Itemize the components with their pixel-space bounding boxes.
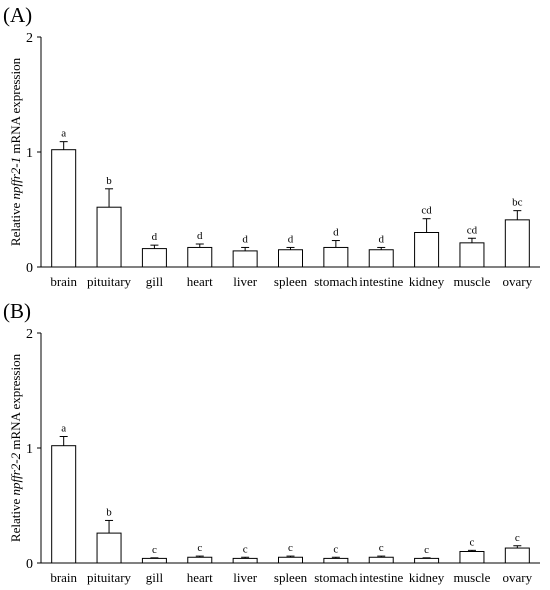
- x-tick-label: muscle: [454, 274, 491, 289]
- panel-label: (A): [3, 3, 32, 27]
- significance-label: c: [470, 536, 475, 548]
- x-tick-label: heart: [187, 570, 213, 585]
- y-tick-label: 0: [26, 557, 33, 572]
- y-axis-label-part: Relative: [8, 200, 23, 247]
- bar-brain: [51, 149, 77, 268]
- bar-liver: [232, 557, 258, 564]
- bar-kidney: [414, 557, 440, 564]
- significance-label: d: [242, 233, 248, 245]
- bar-brain: [51, 445, 77, 564]
- bar-pituitary: [96, 206, 122, 268]
- bar-gill: [141, 248, 167, 268]
- x-tick-label: brain: [50, 570, 77, 585]
- x-tick-label: brain: [50, 274, 77, 289]
- x-tick-label: gill: [146, 570, 164, 585]
- y-axis-label-part: npffr2-1: [8, 157, 23, 200]
- significance-label: c: [197, 542, 202, 554]
- y-tick-label: 0: [26, 261, 33, 276]
- y-axis-label-part: Relative: [8, 496, 23, 543]
- y-axis-label-part: mRNA expression: [8, 57, 23, 156]
- significance-label: a: [61, 423, 66, 435]
- bar-intestine: [368, 249, 394, 268]
- x-tick-label: muscle: [454, 570, 491, 585]
- bar-stomach: [323, 557, 349, 564]
- x-tick-label: pituitary: [87, 274, 132, 289]
- x-tick-label: spleen: [274, 274, 308, 289]
- significance-label: cd: [421, 205, 432, 217]
- significance-label: c: [152, 544, 157, 556]
- x-tick-label: stomach: [314, 274, 358, 289]
- y-axis-label-part: mRNA expression: [8, 353, 23, 452]
- x-tick-label: ovary: [503, 570, 533, 585]
- bar-pituitary: [96, 532, 122, 564]
- bar-spleen: [278, 556, 303, 564]
- x-tick-label: heart: [187, 274, 213, 289]
- y-tick-label: 2: [26, 31, 33, 46]
- significance-label: bc: [512, 197, 523, 209]
- significance-label: d: [288, 233, 294, 245]
- x-tick-label: kidney: [409, 274, 445, 289]
- x-tick-label: pituitary: [87, 570, 132, 585]
- x-tick-label: ovary: [503, 274, 533, 289]
- significance-label: d: [378, 233, 384, 245]
- significance-label: c: [243, 543, 248, 555]
- bar-stomach: [323, 246, 349, 268]
- bar-intestine: [368, 556, 394, 564]
- bar-heart: [187, 246, 213, 268]
- significance-label: c: [424, 544, 429, 556]
- bar-heart: [187, 556, 213, 564]
- bar-kidney: [414, 232, 440, 268]
- x-tick-label: kidney: [409, 570, 445, 585]
- y-tick-label: 1: [26, 442, 33, 457]
- significance-label: b: [106, 506, 112, 518]
- significance-label: c: [288, 542, 293, 554]
- bar-muscle: [459, 551, 485, 564]
- significance-label: c: [379, 542, 384, 554]
- significance-label: cd: [467, 224, 478, 236]
- significance-label: d: [333, 227, 339, 239]
- y-tick-label: 1: [26, 146, 33, 161]
- x-tick-label: intestine: [359, 274, 403, 289]
- y-axis-label: Relative npffr2-2 mRNA expression: [8, 353, 23, 542]
- x-tick-label: liver: [233, 274, 257, 289]
- x-tick-label: stomach: [314, 570, 358, 585]
- significance-label: d: [152, 231, 158, 243]
- bar-spleen: [278, 249, 303, 268]
- y-axis-label: Relative npffr2-1 mRNA expression: [8, 57, 23, 246]
- bar-gill: [141, 557, 167, 564]
- y-axis-label-part: npffr2-2: [8, 452, 23, 495]
- x-tick-label: spleen: [274, 570, 308, 585]
- bar-liver: [232, 250, 258, 268]
- x-tick-label: liver: [233, 570, 257, 585]
- significance-label: c: [515, 532, 520, 544]
- bar-ovary: [504, 547, 530, 564]
- x-tick-label: intestine: [359, 570, 403, 585]
- significance-label: d: [197, 230, 203, 242]
- bar-muscle: [459, 242, 485, 268]
- bar-ovary: [504, 219, 530, 268]
- y-tick-label: 2: [26, 327, 33, 342]
- significance-label: c: [333, 543, 338, 555]
- significance-label: a: [61, 128, 66, 140]
- significance-label: b: [106, 175, 112, 187]
- panel-label: (B): [3, 299, 31, 323]
- x-tick-label: gill: [146, 274, 164, 289]
